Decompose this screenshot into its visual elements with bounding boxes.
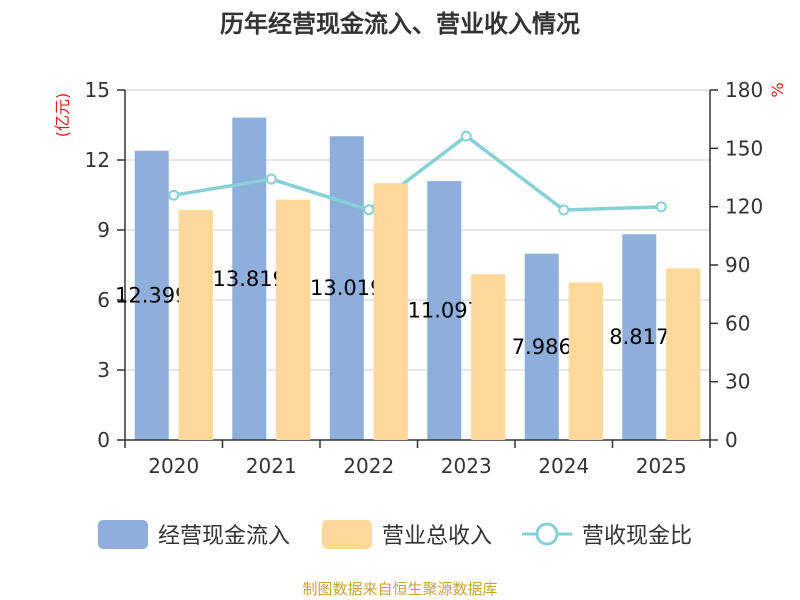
- x-tick-label: 2021: [246, 454, 297, 478]
- right-tick-label: 0: [725, 428, 738, 452]
- bar-revenue-overlay-2021: [276, 199, 311, 440]
- right-tick-label: 180: [725, 78, 763, 102]
- legend-label-cash-inflow: 经营现金流入: [158, 524, 290, 549]
- left-tick-label: 0: [97, 428, 110, 452]
- right-axis-unit: %: [768, 82, 787, 97]
- right-tick-label: 90: [725, 253, 750, 277]
- bar-revenue-overlay-2020: [178, 210, 213, 440]
- bar-cash-inflow-2021[interactable]: [232, 117, 267, 440]
- x-tick-label: 2024: [538, 454, 589, 478]
- ratio-point-2024[interactable]: [558, 204, 570, 216]
- right-tick-label: 60: [725, 311, 750, 335]
- left-tick-label: 15: [85, 78, 110, 102]
- data-labels: 12.399 13.819 13.019 11.097 7.986 8.817: [115, 183, 701, 441]
- ratio-point-2022[interactable]: [363, 204, 375, 216]
- legend-item-ratio[interactable]: 营收现金比: [522, 522, 692, 549]
- gridlines: [125, 89, 710, 371]
- data-label-cash-inflow-2022: 13.019: [310, 276, 383, 300]
- source-note: 制图数据来自恒生聚源数据库: [302, 580, 497, 598]
- x-tick-label: 2020: [148, 454, 199, 478]
- legend-item-revenue[interactable]: 营业总收入: [322, 520, 492, 549]
- ratio-line: [168, 130, 667, 216]
- bar-cash-inflow-2025[interactable]: [622, 234, 657, 440]
- ratio-line-path: [173, 133, 662, 212]
- bar-revenue-overlay-2025: [666, 268, 701, 440]
- x-tick-label: 2025: [636, 454, 687, 478]
- data-label-cash-inflow-2025: 8.817: [609, 325, 669, 349]
- right-tick-label: 150: [725, 136, 763, 160]
- legend: 经营现金流入 营业总收入 营收现金比: [98, 520, 692, 549]
- legend-swatch-cash-inflow: [98, 520, 148, 549]
- x-tick-label: 2022: [343, 454, 394, 478]
- left-axis-unit: (亿元): [53, 93, 72, 138]
- ratio-point-2021[interactable]: [265, 173, 277, 185]
- legend-label-ratio: 营收现金比: [582, 524, 692, 549]
- right-tick-label: 120: [725, 195, 763, 219]
- ratio-point-2025[interactable]: [655, 201, 667, 213]
- bar-cash-inflow-2020[interactable]: [134, 150, 169, 440]
- legend-item-cash-inflow[interactable]: 经营现金流入: [98, 520, 290, 549]
- legend-label-revenue: 营业总收入: [382, 524, 492, 549]
- left-tick-label: 9: [97, 218, 110, 242]
- data-label-cash-inflow-2020: 12.399: [115, 283, 188, 307]
- bar-cash-inflow-2023[interactable]: [427, 181, 462, 440]
- bar-cash-inflow-2024[interactable]: [524, 253, 559, 440]
- data-label-cash-inflow-2021: 13.819: [213, 267, 286, 291]
- x-tick-label: 2023: [441, 454, 492, 478]
- chart-title: 历年经营现金流入、营业收入情况: [220, 10, 580, 38]
- legend-marker-ratio: [535, 522, 559, 546]
- bar-revenue-overlay-2022: [373, 183, 408, 441]
- legend-swatch-revenue: [322, 520, 372, 549]
- left-tick-label: 3: [97, 358, 110, 382]
- data-label-cash-inflow-2023: 11.097: [408, 299, 481, 323]
- bar-cash-inflow-2022[interactable]: [329, 136, 364, 440]
- left-tick-label: 12: [85, 148, 110, 172]
- ratio-point-2020[interactable]: [168, 189, 180, 201]
- bar-revenue-overlay-2023: [471, 274, 506, 440]
- right-tick-label: 30: [725, 370, 750, 394]
- ratio-point-2023[interactable]: [460, 130, 472, 142]
- data-label-cash-inflow-2024: 7.986: [512, 335, 572, 359]
- left-tick-label: 6: [97, 288, 110, 312]
- bar-revenue-overlay-2024: [568, 282, 603, 440]
